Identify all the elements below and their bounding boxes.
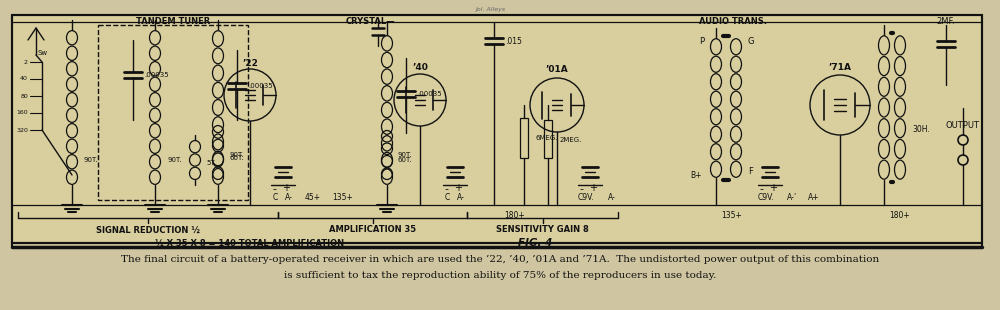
Text: 40: 40 [20,77,28,82]
Bar [12,15,982,243]
Text: 80: 80 [20,94,28,99]
Text: 90T.: 90T. [167,157,182,163]
Text: .00035: .00035 [144,72,169,78]
Text: 2: 2 [24,60,28,64]
Text: 60T.: 60T. [229,155,244,161]
Text: ’40: ’40 [412,63,428,72]
Text: +: + [454,183,462,193]
Text: AUDIO TRANS.: AUDIO TRANS. [699,16,767,25]
Text: 135+: 135+ [333,193,353,202]
Text: 30H.: 30H. [912,126,930,135]
Text: ’01A: ’01A [546,65,568,74]
Text: G: G [748,38,755,46]
Text: 135+: 135+ [721,210,742,219]
Text: 2MF.: 2MF. [937,16,955,25]
Text: A+: A+ [808,193,820,202]
Text: 6MEG.: 6MEG. [536,135,558,141]
Text: .00035: .00035 [248,83,273,89]
Text: is sufficient to tax the reproduction ability of 75% of the reproducers in use t: is sufficient to tax the reproduction ab… [284,272,716,281]
Text: -: - [579,184,583,194]
Text: 5T.: 5T. [206,160,216,166]
Text: ’71A: ’71A [828,64,852,73]
Text: 90T.: 90T. [84,157,99,163]
Text: C9V.: C9V. [758,193,774,202]
Text: +: + [769,183,777,193]
Text: SENSITIVITY GAIN 8: SENSITIVITY GAIN 8 [496,225,589,234]
Text: The final circuit of a battery-operated receiver in which are used the ’22, ’40,: The final circuit of a battery-operated … [121,255,879,264]
Text: .015: .015 [505,37,522,46]
Text: 90T.: 90T. [398,152,413,158]
Text: 160: 160 [16,110,28,116]
Text: -: - [272,184,276,194]
Text: 60T.: 60T. [398,157,413,163]
Text: ½ X 35 X 8 = 140 TOTAL AMPLIFICATION: ½ X 35 X 8 = 140 TOTAL AMPLIFICATION [155,238,345,247]
Text: TANDEM TUNER: TANDEM TUNER [136,16,210,25]
Text: A-: A- [285,193,293,202]
Text: Sw: Sw [37,50,47,56]
Text: +: + [282,183,290,193]
Text: F: F [748,167,753,176]
Text: 180+: 180+ [889,210,910,219]
Text: -: - [444,184,448,194]
Text: .00035: .00035 [417,91,442,97]
Text: C9V.: C9V. [578,193,594,202]
Text: Jol. Alleys: Jol. Alleys [475,7,505,11]
Text: ’22: ’22 [242,59,258,68]
Bar [520,118,528,158]
Text: 2MEG.: 2MEG. [560,137,582,143]
Text: C: C [272,193,278,202]
Bar [98,25,248,200]
Text: P: P [699,38,704,46]
Text: A-: A- [608,193,616,202]
Text: +: + [589,183,597,193]
Text: B+: B+ [690,170,702,179]
Bar [544,120,552,158]
Text: 45+: 45+ [305,193,321,202]
Text: 90T.: 90T. [229,152,244,158]
Text: FIG. 4: FIG. 4 [518,238,552,248]
Text: OUTPUT: OUTPUT [945,121,979,130]
Text: CRYSTAL—: CRYSTAL— [345,16,395,25]
Text: A-: A- [457,193,465,202]
Text: AMPLIFICATION 35: AMPLIFICATION 35 [329,225,416,234]
Text: C: C [444,193,450,202]
Text: 320: 320 [16,127,28,132]
Text: SIGNAL REDUCTION ½: SIGNAL REDUCTION ½ [96,225,200,234]
Text: 180+: 180+ [504,210,525,219]
Text: A-’: A-’ [787,193,797,202]
Text: -: - [759,184,763,194]
